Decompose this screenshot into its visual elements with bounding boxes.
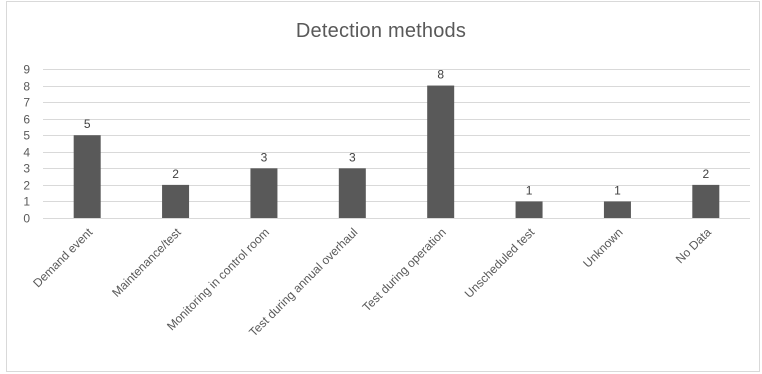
- y-tick-label: 7: [23, 96, 30, 110]
- data-label: 2: [172, 167, 179, 181]
- category-label: Test during operation: [360, 225, 449, 314]
- data-label: 3: [261, 150, 268, 164]
- y-tick-label: 3: [23, 162, 30, 176]
- data-label: 1: [614, 183, 621, 197]
- bar: [162, 184, 190, 218]
- y-tick-label: 5: [23, 129, 30, 143]
- chart-frame: [6, 1, 760, 372]
- bars: [73, 85, 720, 218]
- y-tick-label: 6: [23, 113, 30, 127]
- data-label: 1: [526, 183, 533, 197]
- bar: [692, 184, 720, 218]
- category-label: Unknown: [580, 225, 625, 270]
- y-tick-label: 1: [23, 195, 30, 209]
- chart-title: Detection methods: [295, 20, 467, 42]
- y-tick-label: 0: [23, 212, 30, 226]
- y-tick-label: 4: [23, 146, 30, 160]
- bar: [338, 168, 366, 218]
- y-axis-ticks: 0 1 2 3 4 5 6 7 8 9: [23, 63, 30, 226]
- category-label: Monitoring in control room: [164, 225, 272, 333]
- data-label: 5: [84, 117, 91, 131]
- data-label: 2: [702, 167, 709, 181]
- bar: [73, 135, 101, 218]
- category-label: Demand event: [30, 225, 96, 291]
- bar: [427, 85, 455, 218]
- category-label: Unscheduled test: [462, 225, 538, 301]
- y-tick-label: 2: [23, 179, 30, 193]
- data-label: 8: [437, 68, 444, 82]
- gridlines: [43, 69, 750, 219]
- data-label: 3: [349, 150, 356, 164]
- category-label: No Data: [673, 225, 714, 266]
- y-tick-label: 9: [23, 63, 30, 77]
- bar: [603, 201, 631, 218]
- y-tick-label: 8: [23, 80, 30, 94]
- bar: [515, 201, 543, 218]
- data-labels: 5 2 3 3 8 1 1 2: [84, 68, 710, 198]
- bar: [250, 168, 278, 218]
- category-label: Maintenance/test: [109, 225, 184, 300]
